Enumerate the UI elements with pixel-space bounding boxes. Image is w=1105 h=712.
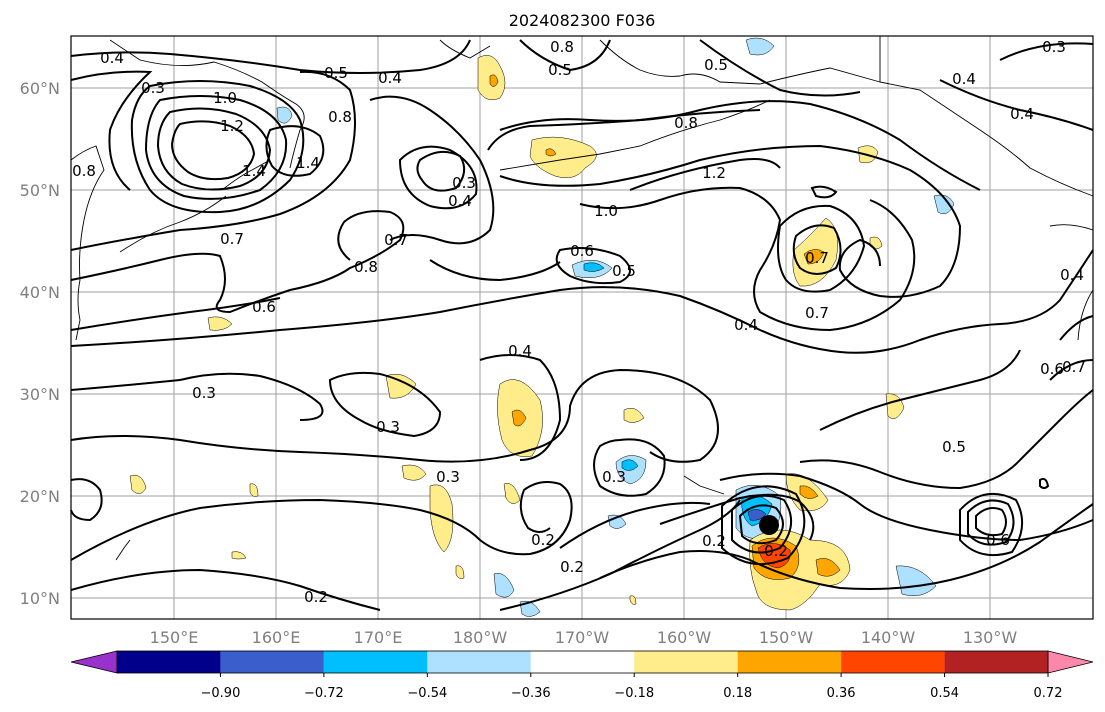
- colorbar: [70, 650, 1094, 674]
- contour-label: 0.7: [805, 304, 829, 322]
- contour-lines: [70, 39, 1094, 611]
- lat-label: 20°N: [20, 487, 60, 506]
- longitude-labels: 150°E 160°E 170°E 180°W 170°W 160°W 150°…: [150, 628, 1018, 647]
- colorbar-ticks: −0.90 −0.72 −0.54 −0.36 −0.18 0.18 0.36 0.54 0.7…: [201, 673, 1063, 701]
- lat-label: 30°N: [20, 385, 60, 404]
- lat-label: 10°N: [20, 589, 60, 608]
- contour-label: 0.4: [1010, 105, 1034, 123]
- lon-label: 160°W: [657, 628, 712, 647]
- contour-label: 0.4: [448, 192, 472, 210]
- contour-label: 0.4: [378, 69, 402, 87]
- contour-label: 0.6: [986, 531, 1010, 549]
- lon-label: 150°E: [150, 628, 199, 647]
- contour-label: 0.2: [531, 531, 555, 549]
- lon-label: 150°W: [759, 628, 814, 647]
- colorbar-tick-label: 0.36: [827, 686, 856, 701]
- contour-label: 0.2: [304, 588, 328, 606]
- contour-label: 0.8: [674, 114, 698, 132]
- contour-label: 1.4: [242, 162, 266, 180]
- contour-label: 0.6: [1040, 360, 1064, 378]
- contour-label: 0.4: [734, 316, 758, 334]
- colorbar-segment: [530, 651, 635, 673]
- colorbar-segment: [841, 651, 945, 673]
- lat-label: 40°N: [20, 283, 60, 302]
- contour-label: 0.8: [72, 162, 96, 180]
- contour-label: 0.5: [324, 64, 348, 82]
- contour-label: 0.4: [952, 70, 976, 88]
- contour-label: 0.5: [942, 438, 966, 456]
- lon-label: 160°E: [252, 628, 301, 647]
- contour-label: 0.3: [452, 174, 476, 192]
- colorbar-segment: [634, 651, 738, 673]
- contour-label: 0.8: [550, 38, 574, 56]
- contour-label: 0.2: [702, 532, 726, 550]
- colorbar-tick-label: −0.36: [511, 686, 551, 701]
- colorbar-segment: [323, 651, 428, 673]
- lon-label: 170°E: [354, 628, 403, 647]
- contour-label: 0.3: [436, 468, 460, 486]
- contour-label: 1.0: [594, 202, 618, 220]
- contour-label: 1.4: [296, 154, 320, 172]
- contour-label: 0.4: [100, 49, 124, 67]
- contour-label: 0.6: [570, 242, 594, 260]
- lon-label: 130°W: [963, 628, 1018, 647]
- graticule: [71, 36, 1093, 619]
- colorbar-tick-label: −0.54: [407, 686, 447, 701]
- lon-label: 170°W: [555, 628, 610, 647]
- contour-label: 0.3: [192, 384, 216, 402]
- lon-label: 140°W: [861, 628, 916, 647]
- colorbar-segment: [427, 651, 531, 673]
- contour-label: 0.3: [141, 79, 165, 97]
- coastlines: [70, 36, 1094, 561]
- colorbar-tick-label: 0.54: [930, 686, 959, 701]
- map-title: 2024082300 F036: [509, 11, 656, 30]
- contour-label: 0.7: [384, 231, 408, 249]
- contour-label: 0.5: [548, 61, 572, 79]
- contour-label: 0.2: [764, 542, 788, 560]
- lat-label: 60°N: [20, 79, 60, 98]
- contour-label: 0.7: [1062, 358, 1086, 376]
- colorbar-extend-high: [1047, 650, 1094, 674]
- contour-label: 0.4: [1060, 266, 1084, 284]
- contour-label: 0.3: [602, 468, 626, 486]
- contour-labels: 0.4 0.3 1.0 0.5 0.4 1.2 0.8 1.4 1.4 0.3 …: [72, 38, 1086, 606]
- colorbar-segment: [737, 651, 842, 673]
- colorbar-tick-label: −0.90: [201, 686, 241, 701]
- colorbar-extend-low: [70, 650, 118, 674]
- map-frame: [70, 35, 1094, 620]
- contour-label: 0.3: [376, 418, 400, 436]
- contour-label: 1.0: [213, 89, 237, 107]
- colorbar-tick-label: −0.18: [614, 686, 654, 701]
- contour-label: 1.2: [702, 164, 726, 182]
- contour-label: 0.3: [1042, 38, 1066, 56]
- storm-center-dot: [759, 515, 779, 535]
- lat-label: 50°N: [20, 181, 60, 200]
- colorbar-tick-label: 0.18: [723, 686, 752, 701]
- contour-label: 0.2: [560, 558, 584, 576]
- lon-label: 180°W: [453, 628, 508, 647]
- contour-label: 0.8: [354, 258, 378, 276]
- colorbar-segment: [220, 651, 324, 673]
- contour-label: 0.6: [252, 298, 276, 316]
- contour-label: 0.7: [220, 230, 244, 248]
- latitude-labels: 60°N 50°N 40°N 30°N 20°N 10°N: [20, 79, 60, 608]
- contour-label: 0.7: [805, 249, 829, 267]
- colorbar-tick-label: 0.72: [1034, 686, 1063, 701]
- contour-label: 0.5: [704, 56, 728, 74]
- colorbar-border: [116, 650, 1049, 674]
- contour-label: 0.5: [612, 262, 636, 280]
- colorbar-tick-label: −0.72: [304, 686, 344, 701]
- colorbar-segment: [944, 651, 1048, 673]
- colorbar-segment: [117, 651, 221, 673]
- contour-label: 0.8: [328, 108, 352, 126]
- contour-label: 1.2: [220, 117, 244, 135]
- contour-label: 0.4: [508, 342, 532, 360]
